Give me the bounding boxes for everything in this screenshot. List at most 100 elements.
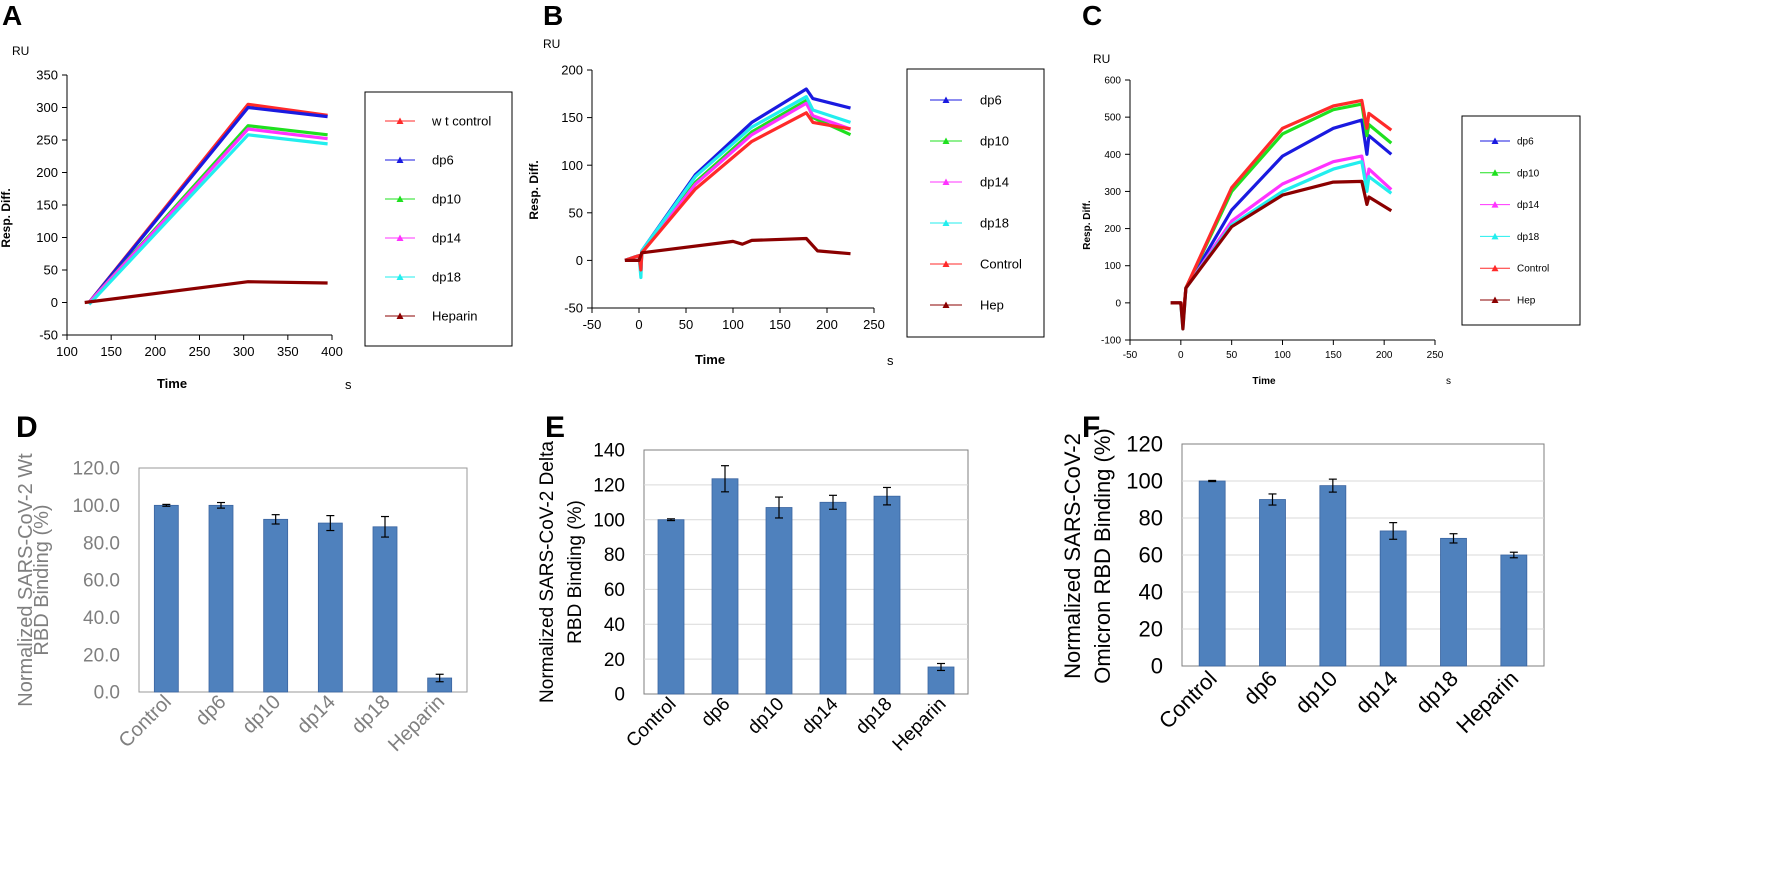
series-dp10: [1170, 102, 1393, 323]
legend-marker-icon: [942, 219, 950, 226]
x-tick-label: 0: [1178, 350, 1184, 361]
y-axis-label: Normalized SARS-CoV-2 Delta: [537, 441, 558, 703]
panel-f: F 0 20 40 60 80 100 120 Control dp6 dp10 dp14 dp18He…: [1060, 411, 1545, 738]
panel-a: A RU -50 0 50 100 150 200 250 300 350 100 150 200 250 3…: [0, 0, 513, 392]
legend-marker-icon: [396, 156, 404, 163]
bar-dp18: [372, 526, 398, 693]
y-tick-label: 120: [1126, 432, 1163, 457]
x-tick-label: 50: [1226, 350, 1238, 361]
category-label: dp10: [1290, 666, 1342, 718]
panel-b: B RU -50 0 50 100 150 200 -50 0 50 100 150 200 250 Time…: [527, 0, 1045, 368]
y-unit-label: RU: [12, 44, 29, 58]
y-tick-label: 80.0: [83, 533, 120, 554]
bar-dp6: [711, 478, 739, 695]
category-label: dp10: [238, 691, 285, 738]
y-tick-label: 100: [561, 158, 583, 173]
y-tick-label: 120.0: [72, 459, 120, 480]
panel-letter: D: [16, 411, 38, 444]
x-tick-label: 250: [189, 344, 211, 359]
y-axis-label: Resp. Diff.: [0, 188, 13, 247]
legend-box: [906, 68, 1045, 338]
category-label: Control: [622, 694, 680, 752]
x-tick-label: -50: [583, 317, 602, 332]
y-tick-label: 250: [36, 133, 58, 148]
series-control: [1170, 98, 1393, 320]
y-unit-label: RU: [1093, 52, 1110, 66]
legend-label: dp18: [432, 270, 461, 285]
y-tick-label: 80: [1139, 506, 1163, 531]
legend-label: Hep: [1517, 296, 1536, 307]
y-tick-label: 0: [51, 295, 58, 310]
bar-heparin: [1500, 554, 1528, 667]
y-tick-label: 200: [36, 165, 58, 180]
bar-heparin: [927, 666, 955, 695]
y-tick-label: 60: [604, 580, 625, 601]
category-label: dp14: [293, 691, 340, 738]
y-tick-label: 40: [1139, 580, 1163, 605]
y-tick-label: 0.0: [94, 683, 120, 704]
y-tick-label: 20: [604, 650, 625, 671]
y-tick-label: 400: [1104, 150, 1121, 161]
panel-letter: F: [1082, 411, 1100, 444]
legend-label: dp18: [1517, 232, 1540, 243]
y-tick-label: -50: [564, 301, 583, 316]
x-tick-label: 300: [233, 344, 255, 359]
bar-control: [657, 519, 685, 695]
y-tick-label: 100: [1126, 469, 1163, 494]
legend: dp6 dp10 dp14 dp18 Control Hep: [1461, 115, 1581, 326]
panel-e: E 0 20 40 60 80 100 120 140 Control dp6 dp10 dp14 dp1…: [537, 411, 969, 756]
legend-label: dp14: [1517, 200, 1540, 211]
y-tick-label: 50: [569, 205, 583, 220]
series-dp18: [87, 133, 328, 306]
x-tick-label: 250: [1427, 350, 1444, 361]
legend-box: [1461, 115, 1581, 326]
y-tick-label: 300: [36, 100, 58, 115]
series-dp14: [624, 101, 852, 274]
x-tick-label: 100: [722, 317, 744, 332]
y-axis-label: RBD Binding (%): [565, 500, 586, 644]
panel-c: C RU -100 0 100 200 300 400 500 600 -50 0 50 100 150 20…: [1082, 0, 1581, 387]
y-tick-label: 20.0: [83, 645, 120, 666]
legend-label: dp6: [1517, 137, 1534, 148]
y-tick-label: 40: [604, 615, 625, 636]
legend-marker-icon: [396, 273, 404, 280]
y-tick-label: 150: [561, 110, 583, 125]
legend-marker-icon: [1491, 201, 1499, 208]
category-label: dp14: [798, 693, 843, 738]
x-tick-label: 150: [769, 317, 791, 332]
y-tick-label: 100: [36, 230, 58, 245]
legend-label: dp6: [432, 153, 454, 168]
x-tick-label: 150: [100, 344, 122, 359]
y-tick-label: 80: [604, 545, 625, 566]
bar-dp6: [208, 504, 234, 693]
panel-letter: E: [545, 411, 565, 444]
y-tick-label: 120: [593, 476, 625, 497]
panel-letter: A: [2, 0, 22, 31]
panel-d: D 0.0 20.0 40.0 60.0 80.0 100.0 120.0 Control dp6…: [15, 411, 468, 756]
series-dp14: [87, 127, 328, 304]
y-axis-label: Resp. Diff.: [527, 160, 541, 219]
category-label: dp18: [852, 694, 897, 739]
bar-dp10: [1319, 485, 1347, 667]
x-tick-label: 200: [816, 317, 838, 332]
legend-marker-icon: [942, 260, 950, 267]
legend-marker-icon: [1491, 264, 1499, 272]
legend-marker-icon: [396, 117, 404, 124]
legend-marker-icon: [396, 195, 404, 202]
x-tick-label: -50: [1123, 350, 1138, 361]
plot-area: [643, 449, 969, 695]
bar-dp10: [263, 518, 289, 693]
category-label: Control: [1154, 666, 1222, 734]
y-axis-label: Omicron RBD Binding (%): [1090, 428, 1115, 684]
category-label: dp18: [1411, 666, 1463, 718]
x-tick-label: 0: [635, 317, 642, 332]
legend: w t control dp6 dp10 dp14 dp18 Heparin: [364, 91, 513, 347]
y-tick-label: 60.0: [83, 571, 120, 592]
x-tick-label: 400: [321, 344, 343, 359]
bar-dp10: [765, 507, 793, 695]
bar-dp14: [819, 501, 847, 695]
y-tick-label: 300: [1104, 187, 1121, 198]
legend-label: Control: [980, 257, 1022, 272]
x-tick-label: 200: [1376, 350, 1393, 361]
